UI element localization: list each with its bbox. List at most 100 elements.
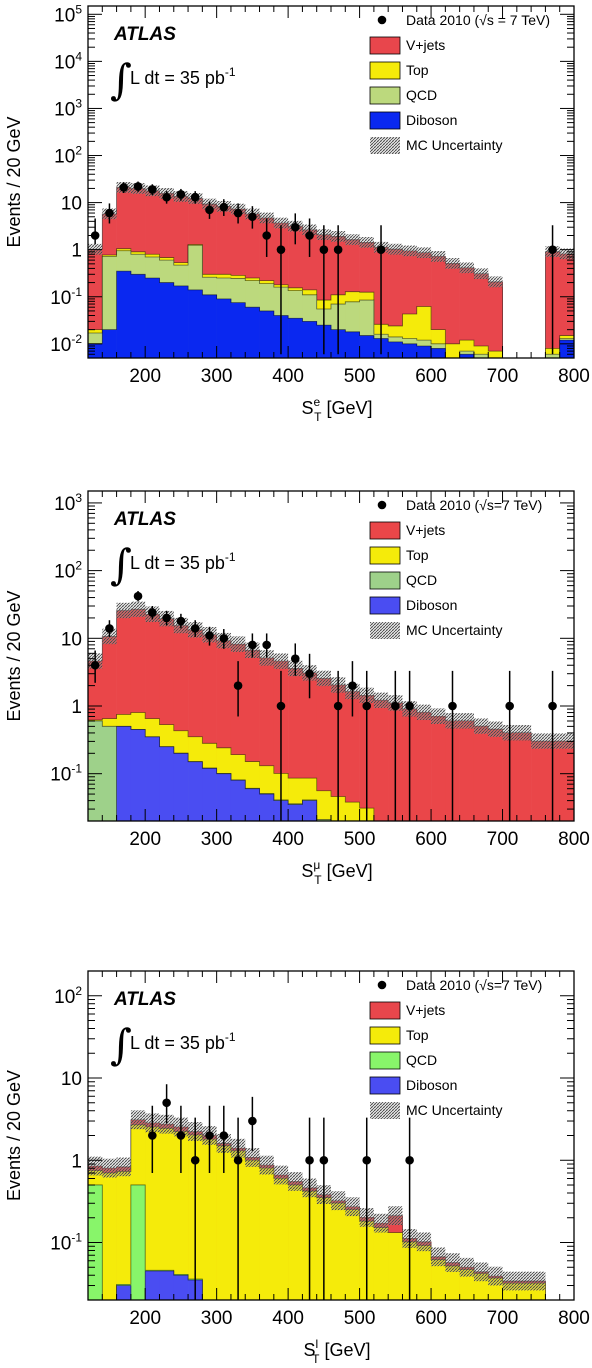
integral-sign: ∫ [110, 55, 132, 104]
top-bar [102, 1172, 117, 1300]
data-point [219, 1131, 229, 1140]
top-bar [259, 1168, 275, 1300]
mc-uncertainty-band [531, 1271, 546, 1291]
data-point [133, 182, 143, 191]
top-bar [288, 1184, 303, 1300]
legend-label: Data 2010 (√s = 7 TeV) [406, 12, 550, 28]
diboson-bar [173, 1275, 189, 1300]
luminosity-label: L dt = 35 pb-1 [130, 550, 236, 573]
vjets-bar [459, 720, 475, 821]
vjets-bar [345, 691, 360, 821]
x-tick-label: 800 [558, 829, 590, 850]
legend-diboson-swatch [369, 111, 401, 130]
mc-uncertainty-band [116, 1157, 131, 1177]
data-point [248, 640, 257, 650]
y-tick-label: 10 [61, 194, 82, 215]
diboson-bar [302, 321, 318, 358]
diboson-bar [202, 768, 217, 821]
legend-label: Diboson [406, 597, 457, 613]
diboson-bar [402, 343, 418, 358]
data-point [190, 624, 200, 633]
y-axis-title: Events / 20 GeV [4, 590, 24, 721]
vjets-bar [516, 732, 532, 821]
atlas-label: ATLAS [113, 989, 176, 1010]
data-point [105, 208, 114, 218]
legend-qcd-swatch [369, 86, 401, 105]
vjets-bar [459, 267, 475, 358]
top-bar [388, 1232, 403, 1300]
top-bar [159, 1128, 175, 1300]
x-tick-label: 700 [487, 1308, 519, 1329]
legend-label: V+jets [406, 1002, 445, 1018]
data-point [233, 208, 243, 218]
mc-uncertainty-band [445, 1253, 460, 1272]
data-point [276, 245, 286, 254]
legend-label: MC Uncertainty [406, 622, 502, 638]
diboson-bar [159, 1271, 175, 1300]
data-point [162, 1098, 171, 1108]
data-point [248, 212, 257, 222]
legend-label: QCD [406, 572, 437, 588]
diboson-bar [431, 348, 446, 358]
diboson-bar [130, 274, 146, 358]
y-tick-label: 10 [61, 629, 82, 650]
diboson-bar [216, 773, 232, 821]
data-point [290, 222, 300, 232]
top-bar [202, 1139, 217, 1300]
top-bar [173, 1131, 189, 1300]
y-tick-label: 103 [54, 96, 82, 120]
data-point [319, 245, 329, 254]
diboson-bar [245, 307, 260, 358]
x-axis-title: Sμ T [GeV] [301, 858, 372, 887]
legend-label: V+jets [406, 37, 445, 53]
mc-uncertainty-band [259, 1155, 274, 1175]
data-point [133, 591, 143, 601]
x-tick-label: 800 [558, 366, 590, 387]
top-bar [116, 1171, 132, 1300]
mc-uncertainty-band [345, 234, 360, 246]
mc-uncertainty-band [559, 248, 574, 260]
top-bar [345, 1209, 360, 1300]
mc-uncertainty-band [459, 262, 474, 274]
mc-uncertainty-band [488, 1266, 503, 1286]
top-bar [431, 1259, 446, 1300]
legend-top-swatch [369, 546, 401, 565]
mc-uncertainty-band [459, 713, 474, 729]
data-point [219, 202, 229, 212]
mc-uncertainty-band [288, 1172, 303, 1191]
plot-area [88, 590, 574, 821]
mc-uncertainty-band [388, 243, 403, 255]
mc-uncertainty-band [373, 692, 389, 709]
data-point [248, 1116, 257, 1126]
x-tick-label: 300 [201, 366, 233, 387]
top-bar [331, 1203, 346, 1300]
mc-uncertainty-band [473, 1262, 489, 1282]
mc-uncertainty-band [516, 1271, 532, 1291]
mc-uncertainty-band [316, 670, 331, 687]
vjets-bar [488, 281, 503, 358]
mc-uncertainty-band [388, 1206, 403, 1226]
y-tick-label: 1 [71, 241, 82, 262]
vjets-bar [473, 273, 489, 358]
qcd-bar [102, 726, 117, 821]
legend-vjets-swatch [369, 1001, 401, 1020]
diboson-bar [559, 340, 574, 358]
mc-uncertainty-band [130, 601, 146, 618]
diboson-bar [145, 1271, 160, 1300]
mc-uncertainty-band [273, 1165, 289, 1185]
legend-label: Top [406, 62, 429, 78]
data-point [548, 245, 557, 254]
vjets-bar [373, 700, 389, 821]
diboson-outline [88, 1270, 574, 1300]
diboson-bar [230, 302, 246, 358]
data-point [190, 192, 200, 202]
diboson-bar [359, 335, 375, 358]
diboson-bar [288, 318, 303, 358]
diboson-bar [130, 729, 146, 821]
mc-uncertainty-band [416, 1232, 432, 1252]
x-tick-label: 600 [415, 366, 447, 387]
y-tick-label: 105 [54, 2, 82, 26]
mc-uncertainty-band [245, 1148, 260, 1167]
integral-sign: ∫ [110, 540, 132, 589]
